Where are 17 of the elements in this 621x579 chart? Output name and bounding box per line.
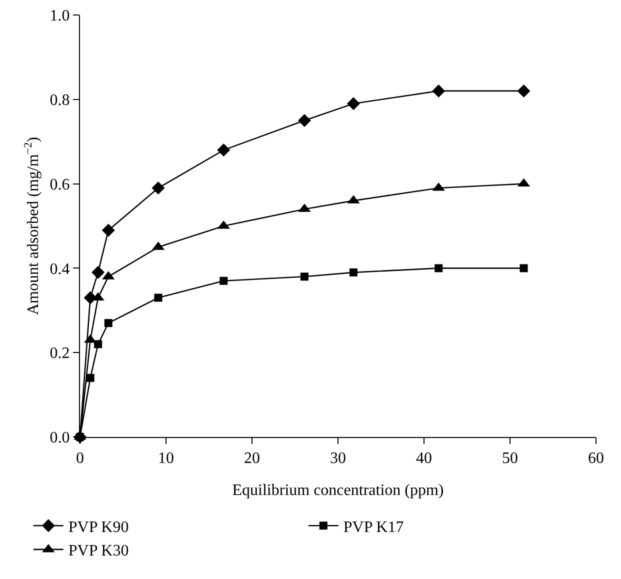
x-tick-label: 30: [330, 450, 346, 468]
x-tick-label: 50: [502, 450, 518, 468]
legend-label: PVP K30: [68, 542, 129, 560]
y-tick-label: 0.6: [50, 176, 70, 194]
x-tick-label: 60: [588, 450, 604, 468]
y-tick-label: 0.4: [50, 260, 70, 278]
x-tick-label: 0: [76, 450, 84, 468]
y-tick-label: 0.2: [50, 345, 70, 362]
x-tick-label: 20: [244, 450, 260, 468]
legend-label: PVP K17: [343, 518, 404, 536]
x-tick-label: 10: [158, 450, 174, 468]
x-axis-title: Equilibrium concentration (ppm): [232, 482, 444, 499]
x-tick-label: 40: [416, 450, 432, 468]
y-tick-label: 1.0: [50, 8, 70, 25]
y-tick-label: 0.8: [50, 92, 70, 109]
y-tick-label: 0.0: [50, 430, 70, 447]
legend-label: PVP K90: [68, 518, 129, 536]
